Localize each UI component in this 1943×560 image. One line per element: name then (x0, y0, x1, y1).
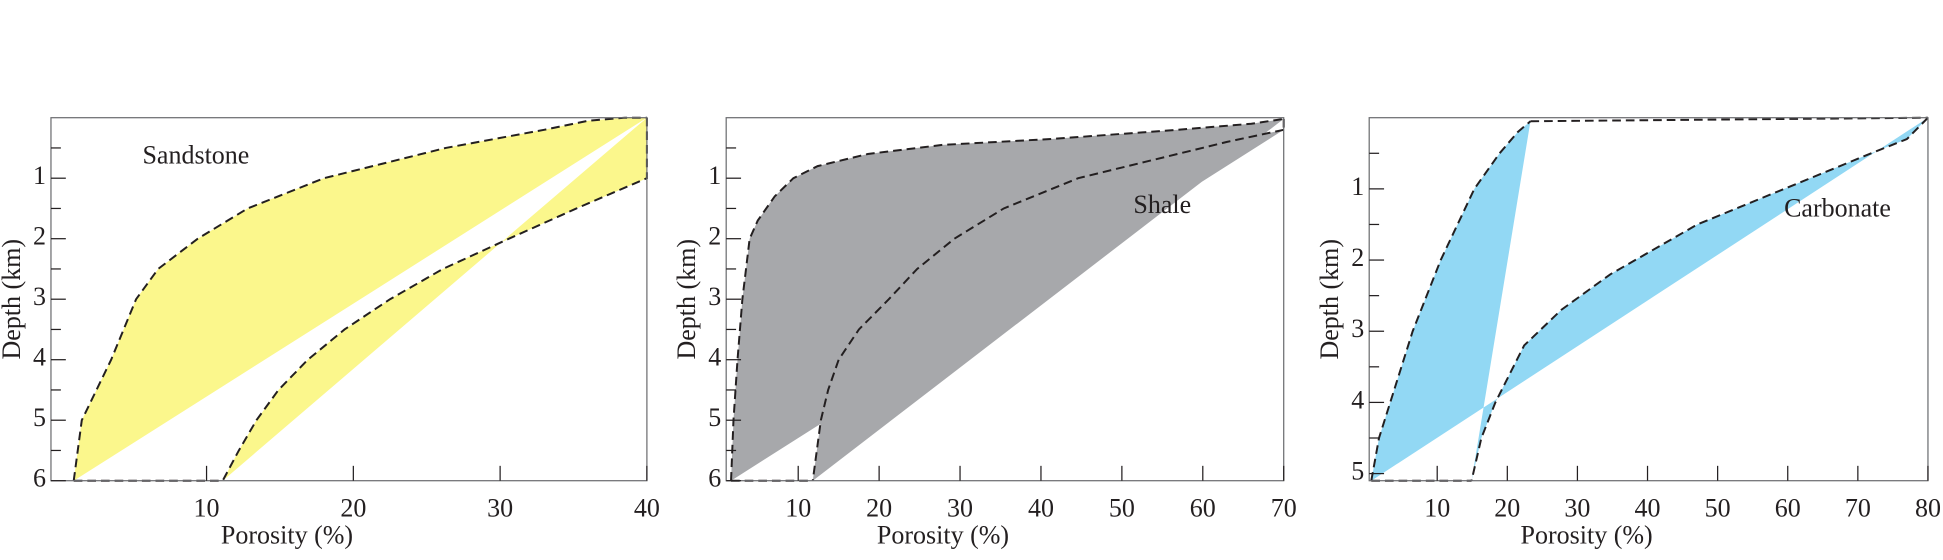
y-tick-label: 1 (708, 161, 721, 190)
x-tick-label: 80 (1915, 493, 1941, 522)
x-tick-label: 60 (1775, 493, 1801, 522)
band-edge (1370, 120, 1532, 481)
x-tick-label: 20 (1494, 493, 1520, 522)
band-edge (72, 116, 647, 481)
y-axis-label: Depth (km) (0, 239, 26, 360)
x-tick-label: 60 (1190, 493, 1216, 522)
y-tick-label: 5 (33, 403, 46, 432)
x-tick-label: 70 (1271, 493, 1297, 522)
x-axis-label: Porosity (%) (1521, 521, 1653, 550)
band-label: Sandstone (142, 140, 249, 169)
y-tick-label: 5 (1351, 457, 1364, 486)
y-tick-label: 2 (1351, 243, 1364, 272)
y-tick-label: 3 (1351, 314, 1364, 343)
band-fill (1371, 117, 1928, 481)
x-tick-label: 70 (1845, 493, 1871, 522)
band-edge (811, 128, 1284, 481)
y-tick-label: 3 (33, 282, 46, 311)
x-tick-label: 50 (1705, 493, 1731, 522)
y-tick-label: 5 (708, 403, 721, 432)
y-tick-label: 4 (33, 343, 46, 372)
x-tick-label: 10 (785, 493, 811, 522)
y-tick-label: 1 (33, 161, 46, 190)
x-axis-label: Porosity (%) (221, 521, 353, 550)
y-tick-label: 2 (708, 222, 721, 251)
band-fill (731, 118, 1284, 481)
x-tick-label: 40 (1635, 493, 1661, 522)
band-edge (221, 117, 648, 482)
y-axis-label: Depth (km) (672, 239, 701, 360)
x-tick-label: 40 (634, 493, 660, 522)
y-axis-label: Depth (km) (1315, 239, 1344, 360)
x-tick-label: 20 (340, 493, 366, 522)
x-tick-label: 10 (194, 493, 220, 522)
x-tick-label: 30 (487, 493, 513, 522)
y-tick-label: 4 (708, 343, 721, 372)
y-tick-label: 4 (1351, 385, 1364, 414)
x-tick-label: 50 (1109, 493, 1135, 522)
y-tick-label: 2 (33, 222, 46, 251)
x-tick-label: 40 (1028, 493, 1054, 522)
band-edge (1470, 117, 1929, 481)
band-fill (73, 117, 647, 481)
x-tick-label: 30 (1564, 493, 1590, 522)
y-tick-label: 3 (708, 282, 721, 311)
y-tick-label: 6 (33, 464, 46, 493)
x-axis-label: Porosity (%) (877, 521, 1009, 550)
x-tick-label: 10 (1424, 493, 1450, 522)
y-tick-label: 1 (1351, 172, 1364, 201)
band-edge (730, 117, 1284, 481)
x-tick-label: 20 (866, 493, 892, 522)
band-label: Carbonate (1784, 194, 1891, 223)
plot-frame (1368, 117, 1929, 482)
band-label: Shale (1133, 190, 1191, 219)
x-tick-label: 30 (947, 493, 973, 522)
y-tick-label: 6 (708, 464, 721, 493)
